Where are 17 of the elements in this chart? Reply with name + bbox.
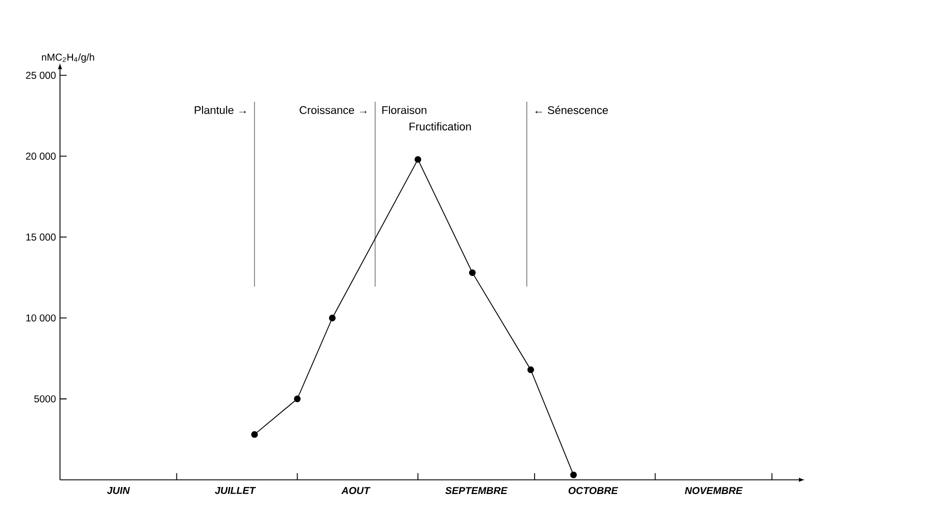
x-tick-label: AOUT [341,487,370,494]
x-tick-label: JUIN [107,487,130,494]
y-tick-label: 20 000 [26,152,56,160]
annotation: Fructification [410,122,471,131]
y-tick-label: 25 000 [26,72,56,80]
annotation: ← Sénescence [535,106,608,114]
y-tick-label: 10 000 [26,314,56,322]
annotation: Floraison [382,106,426,114]
annotation: Croissance → [300,106,366,114]
y-tick-label: 15 000 [26,234,56,241]
y-tick-label: 5000 [34,396,56,403]
x-tick-label: OCTOBRE [568,487,618,494]
x-tick-label: NOVEMBRE [684,487,743,494]
x-tick-label: SEPTEMBRE [445,487,508,494]
y-axis-title: nMC$_{2}$H$_{4}$/g/h [42,54,94,63]
x-tick-label: JUILLET [214,487,256,494]
annotation: Plantule → [194,106,246,114]
